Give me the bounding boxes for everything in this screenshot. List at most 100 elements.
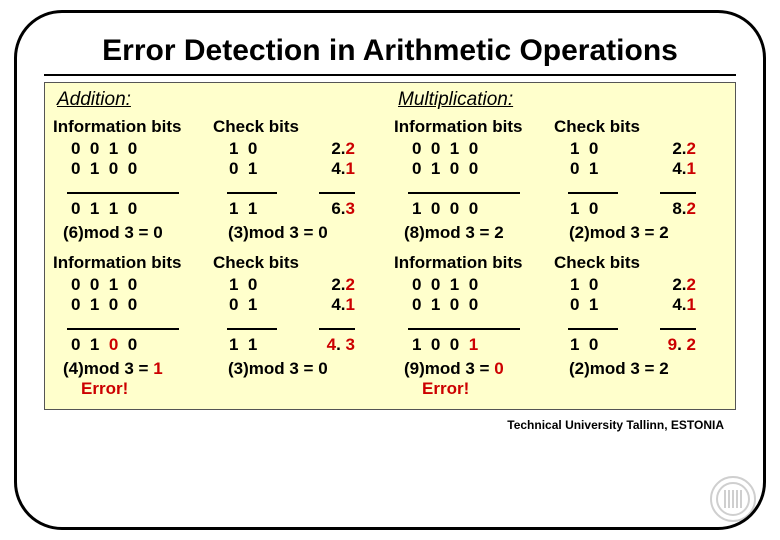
- mod-right: (2)mod 3 = 2: [569, 359, 719, 379]
- content-panel: Addition: Information bits Check bits 0 …: [44, 82, 736, 410]
- t: (9)mod 3 =: [404, 359, 494, 378]
- error-label: Error!: [53, 379, 386, 399]
- d: 4.: [331, 295, 345, 314]
- check-bits: 1 0: [554, 335, 654, 355]
- row: 0 0 1 0 1 0 2.2: [53, 139, 386, 159]
- mod-left: (4)mod 3 = 1: [53, 359, 228, 379]
- mod-right: (3)mod 3 = 0: [228, 223, 378, 243]
- dec: 9. 2: [654, 335, 696, 355]
- hdr-info: Information bits: [394, 117, 554, 137]
- d: 2.: [672, 275, 686, 294]
- check-bits: 0 1: [554, 159, 654, 179]
- d2: 2: [687, 199, 696, 218]
- row: 0 1 0 0 0 1 4.1: [394, 159, 727, 179]
- sum-line: [53, 315, 386, 335]
- check-bits: 1 0: [554, 139, 654, 159]
- dec: 4.1: [654, 295, 696, 315]
- e: 0: [494, 359, 503, 378]
- sum-line: [394, 315, 727, 335]
- d2: 1: [346, 295, 355, 314]
- info-bits: 0 0 1 0: [53, 139, 213, 159]
- mod-left: (6)mod 3 = 0: [53, 223, 228, 243]
- dec: 4. 3: [313, 335, 355, 355]
- d2: 2: [687, 335, 696, 354]
- d2: 3: [346, 335, 355, 354]
- mod-row: (8)mod 3 = 2 (2)mod 3 = 2: [394, 223, 727, 243]
- title-underline: [44, 74, 736, 76]
- info-bits: 0 1 1 0: [53, 199, 213, 219]
- info-bits: 0 0 1 0: [394, 139, 554, 159]
- d2: 1: [346, 159, 355, 178]
- hdr-chk: Check bits: [554, 117, 654, 137]
- hdr-info: Information bits: [394, 253, 554, 273]
- e: 4: [327, 335, 336, 354]
- check-bits: 1 1: [213, 335, 313, 355]
- columns: Addition: Information bits Check bits 0 …: [53, 89, 727, 399]
- row: 0 1 0 0 0 1 4.1: [394, 295, 727, 315]
- err-bit: 1: [469, 335, 478, 354]
- hdr-chk: Check bits: [213, 253, 313, 273]
- university-logo-icon: [710, 476, 756, 522]
- p: 0 1: [71, 335, 109, 354]
- d2: 3: [346, 199, 355, 218]
- mod-left: (8)mod 3 = 2: [394, 223, 569, 243]
- row: 0 0 1 0 1 0 2.2: [394, 275, 727, 295]
- col-multiplication: Multiplication: Information bits Check b…: [394, 89, 727, 399]
- t: (4)mod 3 =: [63, 359, 153, 378]
- headers-2: Information bits Check bits: [53, 253, 386, 273]
- dec: 4.1: [313, 295, 355, 315]
- mod-left: (9)mod 3 = 0: [394, 359, 569, 379]
- p: 0: [118, 335, 137, 354]
- info-bits: 0 1 0 0: [394, 159, 554, 179]
- row-sum-err: 0 1 0 0 1 1 4. 3: [53, 335, 386, 355]
- d2: 2: [346, 275, 355, 294]
- info-bits: 0 1 0 0: [394, 295, 554, 315]
- e: 9: [668, 335, 677, 354]
- row-sum-err: 1 0 0 1 1 0 9. 2: [394, 335, 727, 355]
- err-bit: 0: [109, 335, 118, 354]
- info-bits: 0 1 0 0: [53, 335, 213, 355]
- d2: 1: [687, 295, 696, 314]
- dec: 4.1: [654, 159, 696, 179]
- dec: 2.2: [313, 139, 355, 159]
- headers-1: Information bits Check bits: [53, 117, 386, 137]
- multiplication-heading: Multiplication:: [398, 89, 727, 111]
- col-addition: Addition: Information bits Check bits 0 …: [53, 89, 386, 399]
- check-bits: 1 0: [554, 199, 654, 219]
- row: 0 0 1 0 1 0 2.2: [394, 139, 727, 159]
- p: 1 0 0: [412, 335, 469, 354]
- dec: 2.2: [654, 275, 696, 295]
- dec: 6.3: [313, 199, 355, 219]
- error-label: Error!: [394, 379, 727, 399]
- check-bits: 1 0: [554, 275, 654, 295]
- d2: 1: [687, 159, 696, 178]
- d: 2.: [331, 275, 345, 294]
- mod-row: (6)mod 3 = 0 (3)mod 3 = 0: [53, 223, 386, 243]
- check-bits: 0 1: [213, 295, 313, 315]
- check-bits: 1 1: [213, 199, 313, 219]
- d2: 2: [687, 139, 696, 158]
- dec: 8.2: [654, 199, 696, 219]
- sum-line: [394, 179, 727, 199]
- addition-heading: Addition:: [57, 89, 386, 111]
- check-bits: 0 1: [554, 295, 654, 315]
- hdr-chk: Check bits: [213, 117, 313, 137]
- check-bits: 1 0: [213, 139, 313, 159]
- info-bits: 1 0 0 0: [394, 199, 554, 219]
- row-sum: 0 1 1 0 1 1 6.3: [53, 199, 386, 219]
- row-sum: 1 0 0 0 1 0 8.2: [394, 199, 727, 219]
- hdr-chk: Check bits: [554, 253, 654, 273]
- e: 1: [153, 359, 162, 378]
- mod-row: (4)mod 3 = 1 (3)mod 3 = 0: [53, 359, 386, 379]
- check-bits: 0 1: [213, 159, 313, 179]
- sum-line: [53, 179, 386, 199]
- mod-right: (3)mod 3 = 0: [228, 359, 378, 379]
- check-bits: 1 0: [213, 275, 313, 295]
- d2: 2: [687, 275, 696, 294]
- d: 2.: [672, 139, 686, 158]
- d: 6.: [331, 199, 345, 218]
- headers-2: Information bits Check bits: [394, 253, 727, 273]
- row: 0 0 1 0 1 0 2.2: [53, 275, 386, 295]
- info-bits: 0 1 0 0: [53, 159, 213, 179]
- d: 4.: [672, 159, 686, 178]
